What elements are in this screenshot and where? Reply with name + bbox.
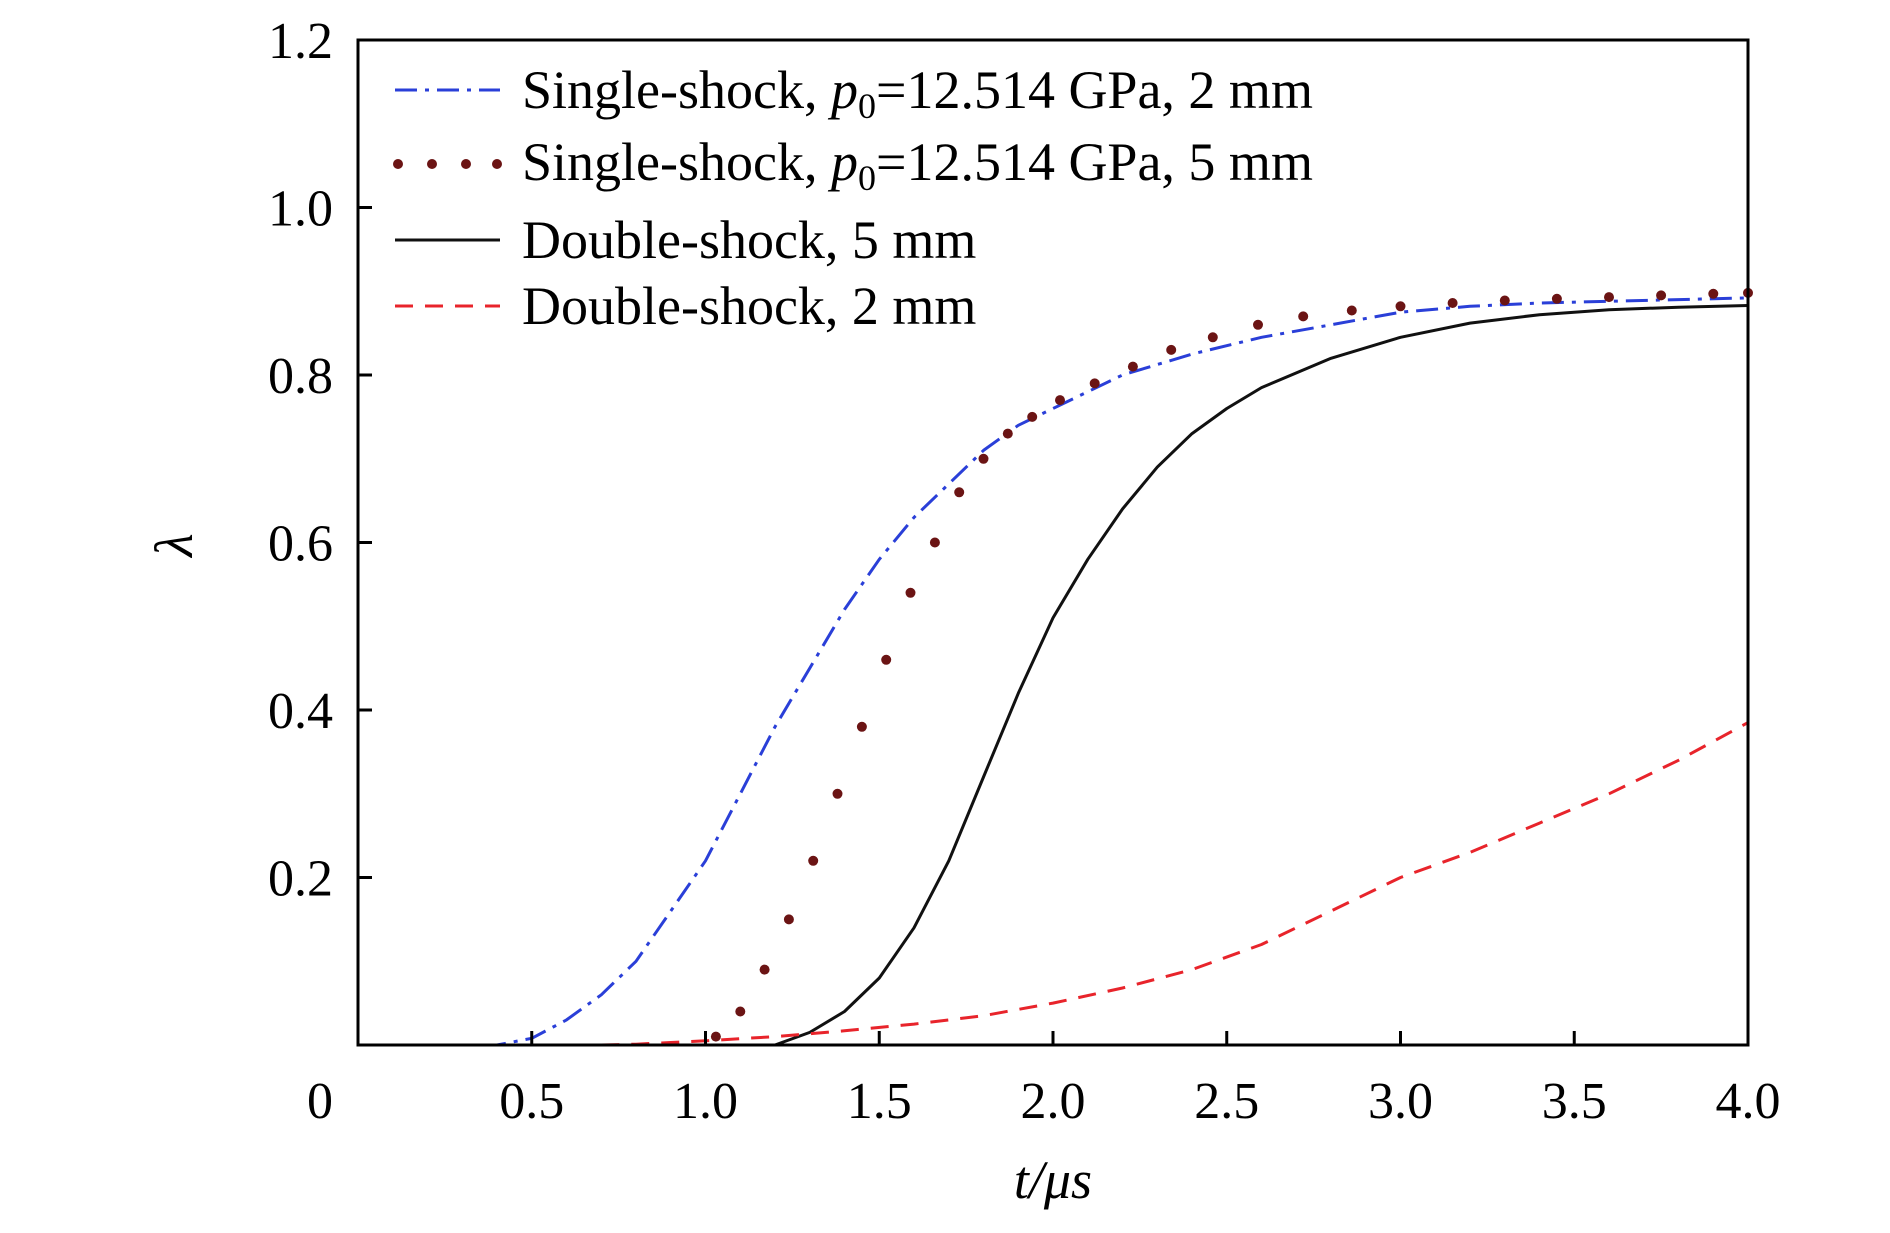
series-2-point <box>1055 395 1065 406</box>
legend-text-part: Single-shock, <box>522 60 831 120</box>
series-2-point <box>808 855 819 866</box>
y-tick-label: 0.6 <box>268 516 333 573</box>
series-layer <box>358 287 1753 1047</box>
series-2-point <box>1551 293 1562 304</box>
legend-subscript: 0 <box>858 158 876 198</box>
legend-variable: p <box>827 132 858 192</box>
series-2-point <box>1002 428 1013 439</box>
series-2-point <box>1166 344 1177 355</box>
x-tick-label: 4.0 <box>1716 1073 1781 1130</box>
x-tick-label: 1.0 <box>673 1073 738 1130</box>
series-2-point <box>832 788 843 799</box>
legend-text-part: =12.514 GPa, 5 mm <box>876 132 1313 192</box>
x-tick-label: 2.0 <box>1021 1073 1086 1130</box>
series-2-point <box>1447 298 1458 308</box>
series-1-line <box>358 296 1749 1047</box>
legend-text-part: =12.514 GPa, 2 mm <box>876 60 1313 120</box>
legend-text-part: Single-shock, <box>522 132 831 192</box>
series-2-point <box>881 654 892 665</box>
legend-swatch-dot <box>393 159 403 169</box>
x-tick-label: 3.0 <box>1368 1073 1433 1130</box>
series-2-point <box>735 1006 746 1017</box>
legend-label-4: Double-shock, 2 mm <box>522 276 976 336</box>
series-2-point <box>954 487 965 498</box>
series-2-point <box>1656 290 1667 301</box>
y-tick-label: 1.2 <box>268 13 333 70</box>
series-2-point <box>1127 361 1138 372</box>
series-2-point <box>710 1031 721 1042</box>
y-tick-label: 0.8 <box>268 348 333 405</box>
series-2-point <box>1253 319 1263 330</box>
series-2-point <box>929 537 940 548</box>
series-2-point <box>1346 305 1357 316</box>
series-2-point <box>1604 292 1614 303</box>
legend-subscript: 0 <box>858 86 876 126</box>
y-tick-label: 0.4 <box>268 683 333 740</box>
series-2-point <box>1207 332 1218 343</box>
x-tick-label: 1.5 <box>847 1073 912 1130</box>
series-2-point <box>1089 378 1100 389</box>
series-2-point <box>978 453 989 464</box>
y-tick-label: 1.0 <box>268 181 333 238</box>
x-tick-label: 0 <box>307 1073 333 1130</box>
series-2-point <box>1395 301 1406 312</box>
legend-label-2: Single-shock, p0=12.514 GPa, 5 mm <box>522 132 1313 198</box>
legend-label-3: Double-shock, 5 mm <box>522 210 976 270</box>
series-2-point <box>856 721 867 732</box>
x-tick-label: 3.5 <box>1542 1073 1607 1130</box>
series-2-point <box>1298 311 1309 322</box>
series-2-point <box>759 964 770 975</box>
axes-layer: 0 0.5 1.0 1.5 2.0 2.5 3.0 3.5 4.0 0.2 0.4 0.6 0.8 1.0… <box>144 13 1781 1210</box>
y-axis-title: λ <box>144 533 204 558</box>
series-2-point <box>1027 411 1038 422</box>
x-axis-title: t/μs <box>1014 1150 1092 1210</box>
legend-swatch-dot <box>461 159 471 169</box>
legend-swatch-dot <box>427 159 437 169</box>
series-2-point <box>1708 288 1719 299</box>
series-4-line <box>601 721 1749 1047</box>
series-2-point <box>905 587 916 598</box>
x-tick-label: 0.5 <box>499 1073 564 1130</box>
series-2-point <box>783 914 794 925</box>
series-3-line <box>774 304 1749 1047</box>
series-2-point <box>1499 295 1510 306</box>
legend-variable: p <box>827 60 858 120</box>
legend: Single-shock, p0=12.514 GPa, 2 mmSingle-… <box>393 60 1313 336</box>
legend-label-1: Single-shock, p0=12.514 GPa, 2 mm <box>522 60 1313 126</box>
x-tick-label: 2.5 <box>1194 1073 1259 1130</box>
y-tick-label: 0.2 <box>268 851 333 908</box>
legend-swatch-dot <box>492 159 502 169</box>
